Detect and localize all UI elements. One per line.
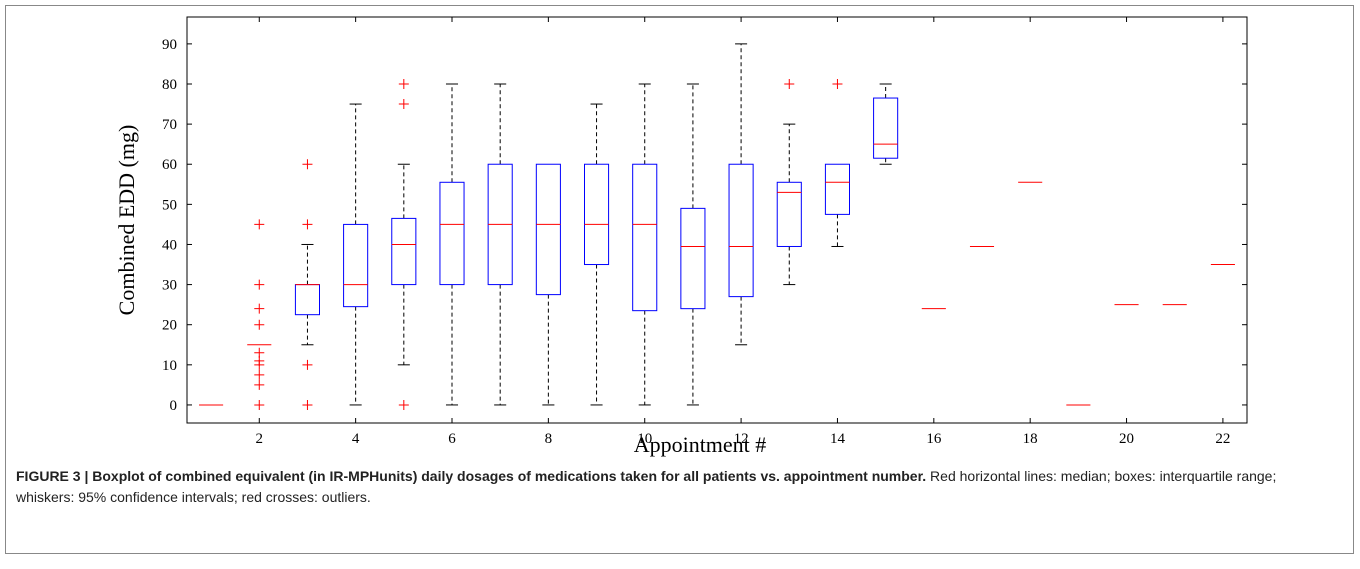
outlier: [254, 379, 265, 390]
x-tick-label: 10: [637, 431, 652, 447]
x-tick-label: 12: [734, 431, 749, 447]
outlier: [302, 219, 313, 230]
x-tick-label: 2: [256, 431, 264, 447]
box: [343, 223, 369, 308]
x-tick-label: 4: [352, 431, 360, 447]
figure-frame: [5, 5, 1354, 554]
box: [632, 163, 658, 312]
box: [294, 284, 320, 316]
y-tick-label: 80: [162, 77, 177, 93]
y-tick-label: 50: [162, 197, 177, 213]
y-tick-label: 40: [162, 237, 177, 253]
outlier: [254, 369, 265, 380]
box: [776, 181, 802, 247]
y-axis-label: Combined EDD (mg): [114, 125, 139, 316]
x-tick-label: 6: [448, 431, 456, 447]
box: [391, 217, 417, 286]
caption-label: FIGURE 3 | Boxplot of combined equivalen…: [16, 468, 927, 484]
outlier: [398, 99, 409, 110]
x-tick-label: 22: [1215, 431, 1230, 447]
box: [824, 163, 851, 215]
caption-text: Red horizontal lines: median; boxes: int…: [16, 468, 1277, 505]
y-tick-label: 20: [162, 318, 177, 334]
caption: FIGURE 3 | Boxplot of combined equivalen…: [16, 466, 1336, 508]
outlier: [254, 303, 265, 314]
y-tick-label: 0: [170, 398, 178, 414]
box: [439, 181, 465, 286]
box: [680, 207, 706, 310]
outlier: [302, 359, 313, 370]
outlier: [832, 78, 843, 89]
outlier: [254, 279, 265, 290]
outlier: [254, 359, 265, 370]
y-tick-label: 90: [162, 37, 177, 53]
outlier: [254, 319, 265, 330]
y-tick-label: 30: [162, 278, 177, 294]
y-tick-label: 10: [162, 358, 177, 374]
x-tick-label: 20: [1119, 431, 1134, 447]
y-tick-label: 70: [162, 117, 177, 133]
outlier: [398, 78, 409, 89]
outlier: [254, 219, 265, 230]
box: [584, 163, 610, 266]
outlier: [302, 159, 313, 170]
x-tick-label: 18: [1023, 431, 1038, 447]
outlier: [784, 78, 795, 89]
box: [535, 163, 561, 296]
x-tick-label: 8: [545, 431, 553, 447]
box: [873, 97, 899, 159]
box: [728, 163, 754, 298]
outlier: [302, 399, 313, 410]
x-tick-label: 16: [926, 431, 942, 447]
outlier: [254, 399, 265, 410]
x-tick-label: 14: [830, 431, 846, 447]
chart: Appointment # Combined EDD (mg) 0 10 20 30 4…: [114, 16, 1248, 457]
plot-frame: [186, 16, 1248, 424]
y-tick-label: 60: [162, 157, 177, 173]
x-axis-label: Appointment #: [634, 432, 767, 457]
outlier: [398, 399, 409, 410]
